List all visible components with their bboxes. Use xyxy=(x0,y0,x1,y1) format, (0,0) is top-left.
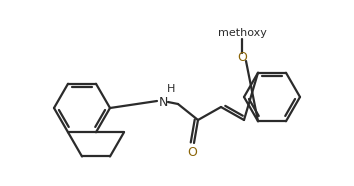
Text: H: H xyxy=(167,84,175,94)
Text: N: N xyxy=(158,95,168,108)
Text: O: O xyxy=(237,51,247,63)
Text: methoxy: methoxy xyxy=(218,28,267,38)
Text: O: O xyxy=(187,145,197,158)
